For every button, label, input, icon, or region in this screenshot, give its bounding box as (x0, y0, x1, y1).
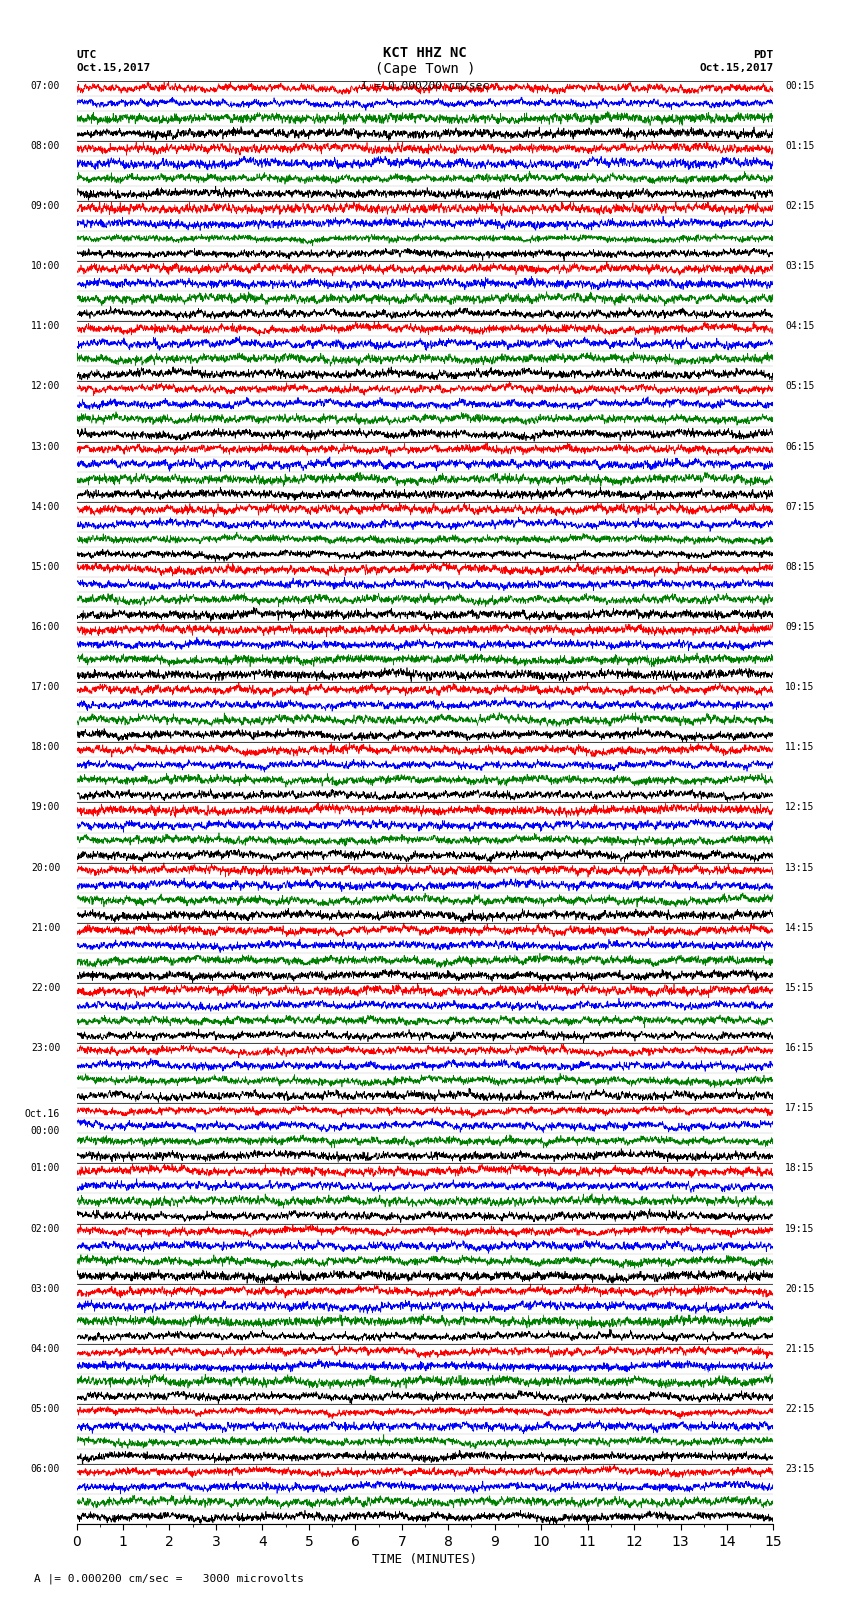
Text: 09:00: 09:00 (31, 202, 60, 211)
Text: 20:15: 20:15 (785, 1284, 814, 1294)
Text: 09:15: 09:15 (785, 623, 814, 632)
Text: 13:00: 13:00 (31, 442, 60, 452)
Text: 23:00: 23:00 (31, 1044, 60, 1053)
Text: 18:15: 18:15 (785, 1163, 814, 1173)
Text: 13:15: 13:15 (785, 863, 814, 873)
Text: A |= 0.000200 cm/sec =   3000 microvolts: A |= 0.000200 cm/sec = 3000 microvolts (34, 1573, 304, 1584)
Text: 00:15: 00:15 (785, 81, 814, 90)
Text: 19:00: 19:00 (31, 802, 60, 813)
Text: 10:00: 10:00 (31, 261, 60, 271)
Text: 21:00: 21:00 (31, 923, 60, 932)
Text: 16:15: 16:15 (785, 1044, 814, 1053)
Text: 21:15: 21:15 (785, 1344, 814, 1353)
Text: 01:00: 01:00 (31, 1163, 60, 1173)
Text: Oct.16: Oct.16 (25, 1110, 60, 1119)
Text: 06:15: 06:15 (785, 442, 814, 452)
Text: 02:15: 02:15 (785, 202, 814, 211)
Text: Oct.15,2017: Oct.15,2017 (76, 63, 150, 73)
Text: KCT HHZ NC: KCT HHZ NC (383, 45, 467, 60)
Text: 14:15: 14:15 (785, 923, 814, 932)
Text: 07:00: 07:00 (31, 81, 60, 90)
Text: 23:15: 23:15 (785, 1465, 814, 1474)
Text: 17:15: 17:15 (785, 1103, 814, 1113)
Text: 16:00: 16:00 (31, 623, 60, 632)
Text: 20:00: 20:00 (31, 863, 60, 873)
Text: 12:15: 12:15 (785, 802, 814, 813)
Text: 15:15: 15:15 (785, 982, 814, 994)
Text: 08:15: 08:15 (785, 561, 814, 573)
Text: I = 0.000200 cm/sec: I = 0.000200 cm/sec (361, 81, 489, 90)
Text: 04:00: 04:00 (31, 1344, 60, 1353)
Text: 00:00: 00:00 (31, 1126, 60, 1137)
Text: 04:15: 04:15 (785, 321, 814, 331)
Text: 03:00: 03:00 (31, 1284, 60, 1294)
Text: 22:00: 22:00 (31, 982, 60, 994)
Text: 12:00: 12:00 (31, 381, 60, 392)
Text: 05:00: 05:00 (31, 1403, 60, 1415)
Text: 08:00: 08:00 (31, 140, 60, 150)
Text: 11:00: 11:00 (31, 321, 60, 331)
Text: 17:00: 17:00 (31, 682, 60, 692)
Text: 18:00: 18:00 (31, 742, 60, 752)
Text: 05:15: 05:15 (785, 381, 814, 392)
X-axis label: TIME (MINUTES): TIME (MINUTES) (372, 1553, 478, 1566)
Text: 11:15: 11:15 (785, 742, 814, 752)
Text: 07:15: 07:15 (785, 502, 814, 511)
Text: 03:15: 03:15 (785, 261, 814, 271)
Text: 10:15: 10:15 (785, 682, 814, 692)
Text: PDT: PDT (753, 50, 774, 60)
Text: Oct.15,2017: Oct.15,2017 (700, 63, 774, 73)
Text: 19:15: 19:15 (785, 1224, 814, 1234)
Text: 06:00: 06:00 (31, 1465, 60, 1474)
Text: 22:15: 22:15 (785, 1403, 814, 1415)
Text: 02:00: 02:00 (31, 1224, 60, 1234)
Text: UTC: UTC (76, 50, 97, 60)
Text: 14:00: 14:00 (31, 502, 60, 511)
Text: 01:15: 01:15 (785, 140, 814, 150)
Text: 15:00: 15:00 (31, 561, 60, 573)
Text: (Cape Town ): (Cape Town ) (375, 61, 475, 76)
